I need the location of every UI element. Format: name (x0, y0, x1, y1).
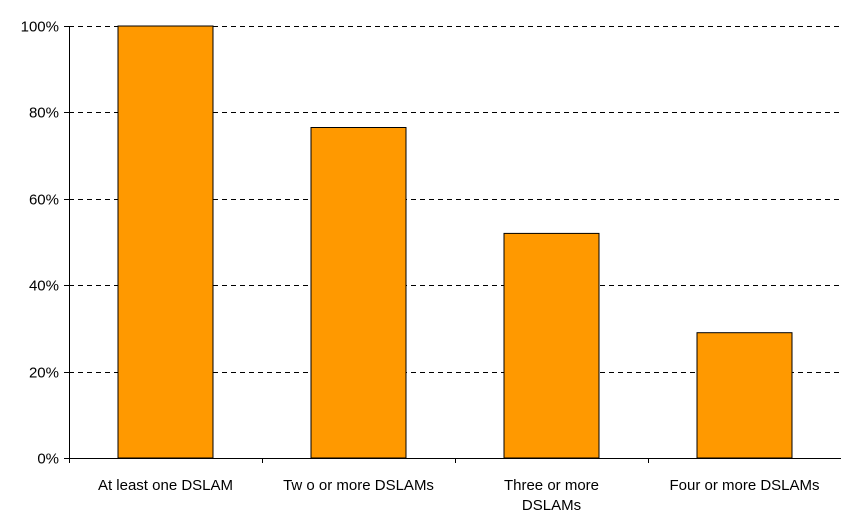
y-tick-label-80: 80% (29, 105, 59, 122)
bar-4 (696, 332, 793, 459)
y-tick-label-60: 60% (29, 192, 59, 209)
bar-1 (117, 25, 214, 459)
x-tick-label-2: Tw o or more DSLAMs (283, 477, 434, 494)
y-tick-label-20: 20% (29, 365, 59, 382)
x-tick-labels: At least one DSLAM Tw o or more DSLAMs Thr… (98, 477, 820, 514)
y-tick-label-0: 0% (37, 451, 59, 468)
y-tick-label-40: 40% (29, 278, 59, 295)
x-tick-label-4: Four or more DSLAMs (669, 477, 819, 494)
axes (64, 26, 841, 463)
bar-3 (503, 232, 600, 459)
y-tick-labels: 0% 20% 40% 60% 80% 100% (21, 19, 59, 468)
bar-2 (310, 127, 407, 459)
x-tick-label-1: At least one DSLAM (98, 477, 233, 494)
x-tick-label-3: Three or more DSLAMs (504, 477, 599, 514)
bars (117, 25, 793, 459)
y-tick-label-100: 100% (21, 19, 59, 36)
